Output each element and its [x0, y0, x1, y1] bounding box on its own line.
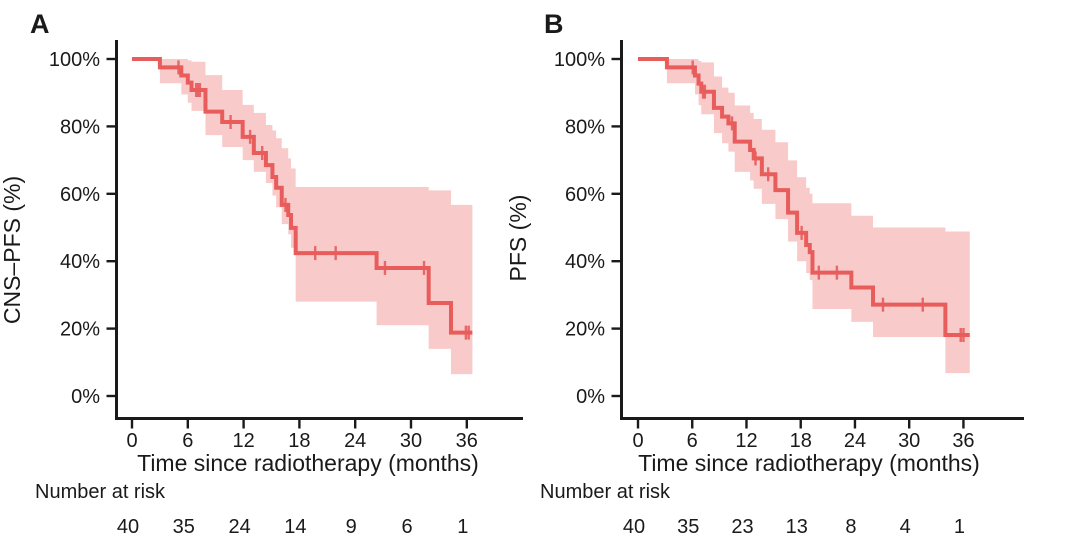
y-tick-label-b: 60%: [565, 184, 605, 206]
risk-table-label-b: Number at risk: [540, 481, 671, 503]
x-tick-label-a: 0: [126, 430, 137, 452]
risk-value-b: 13: [786, 516, 808, 538]
x-tick-label-b: 18: [790, 430, 812, 452]
y-axis-title-b: PFS (%): [505, 195, 531, 282]
risk-value-b: 8: [845, 516, 856, 538]
panel-label-a: A: [30, 9, 50, 39]
y-tick-label-a: 20%: [60, 319, 100, 341]
y-tick-label-a: 60%: [60, 184, 100, 206]
risk-value-b: 40: [623, 516, 645, 538]
y-tick-label-b: 100%: [554, 49, 605, 71]
x-tick-label-a: 18: [288, 430, 310, 452]
y-tick-label-a: 40%: [60, 251, 100, 273]
risk-value-a: 6: [401, 516, 412, 538]
x-tick-label-b: 0: [632, 430, 643, 452]
censor-marks-b: [691, 60, 965, 343]
x-tick-label-a: 36: [456, 430, 478, 452]
x-tick-label-b: 12: [735, 430, 757, 452]
y-tick-label-b: 80%: [565, 116, 605, 138]
risk-value-b: 1: [954, 516, 965, 538]
y-tick-label-a: 0%: [71, 386, 100, 408]
y-tick-label-a: 80%: [60, 116, 100, 138]
x-tick-label-b: 6: [687, 430, 698, 452]
risk-value-a: 14: [284, 516, 306, 538]
x-tick-label-a: 6: [182, 430, 193, 452]
km-curve-a: [132, 57, 473, 335]
risk-value-b: 4: [900, 516, 911, 538]
risk-value-b: 35: [677, 516, 699, 538]
confidence-band-a: [159, 59, 473, 375]
risk-value-b: 23: [731, 516, 753, 538]
y-tick-label-a: 100%: [49, 49, 100, 71]
x-tick-label-b: 24: [844, 430, 866, 452]
x-axis-title-b: Time since radiotherapy (months): [638, 450, 980, 476]
x-tick-label-b: 36: [952, 430, 974, 452]
risk-value-a: 40: [117, 516, 139, 538]
risk-value-a: 1: [457, 516, 468, 538]
y-tick-label-b: 40%: [565, 251, 605, 273]
x-tick-label-a: 12: [232, 430, 254, 452]
y-tick-label-b: 20%: [565, 319, 605, 341]
y-tick-label-b: 0%: [576, 386, 605, 408]
panel-label-b: B: [544, 9, 564, 39]
confidence-band-b: [666, 59, 970, 374]
x-tick-label-b: 30: [898, 430, 920, 452]
x-tick-label-a: 30: [400, 430, 422, 452]
x-axis-title-a: Time since radiotherapy (months): [137, 450, 479, 476]
y-axis-title-a: CNS–PFS (%): [0, 176, 25, 324]
censor-marks-a: [177, 60, 470, 340]
risk-value-a: 9: [346, 516, 357, 538]
panel-a: 0% 20% 40% 60% 80% 100% 0 6 12 18 24 30 36 A CNS–PFS (…: [0, 9, 523, 538]
risk-table-label-a: Number at risk: [35, 481, 166, 503]
x-tick-label-a: 24: [344, 430, 366, 452]
risk-value-a: 35: [173, 516, 195, 538]
risk-value-a: 24: [228, 516, 250, 538]
